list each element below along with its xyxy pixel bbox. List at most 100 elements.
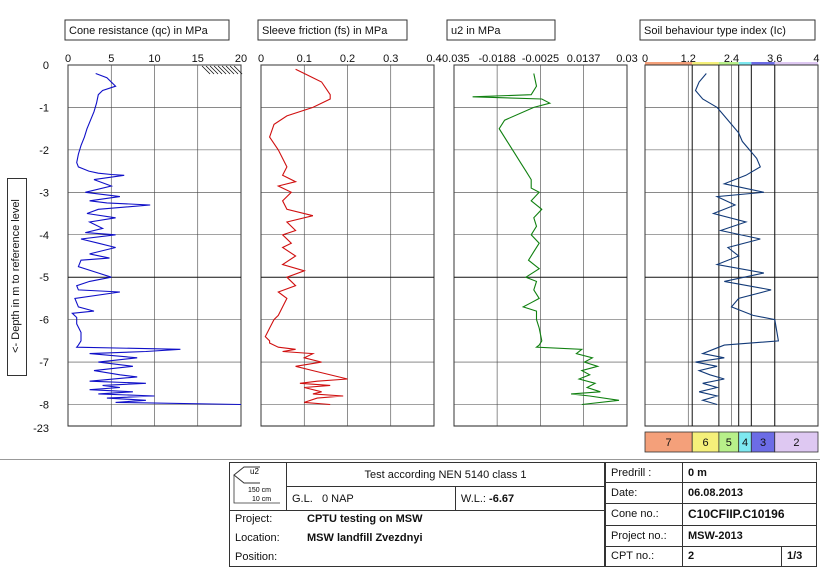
gl-cell: G.L. 0 NAP <box>286 486 456 511</box>
wl-cell: W.L.: -6.67 <box>454 486 606 511</box>
cone-legend-icon: u2 150 cm 10 cm <box>233 466 280 504</box>
soil-zone-label: 4 <box>742 437 748 449</box>
x-tick-label: -0.035 <box>438 53 469 65</box>
x-tick-label: 0.2 <box>340 53 355 65</box>
y-tick-label: -7 <box>39 357 49 369</box>
position-label: Position: <box>229 547 302 568</box>
hatch-stroke <box>233 65 243 75</box>
hatch-stroke <box>221 65 231 75</box>
x-tick-label: 1.2 <box>681 53 696 65</box>
x-tick-label: 0.0137 <box>567 53 601 65</box>
x-tick-label: -0.0188 <box>478 53 515 65</box>
project-value: CPTU testing on MSW <box>302 510 605 529</box>
hatch-stroke <box>217 65 227 75</box>
hatch-stroke <box>225 65 235 75</box>
y-tick-label: -3 <box>39 187 49 199</box>
test-standard: Test according NEN 5140 class 1 <box>286 462 605 487</box>
cpt-info-table: Predrill : 0 m Date: 06.08.2013 Cone no.… <box>605 461 817 568</box>
hatch-stroke <box>201 65 211 75</box>
y-tick-label: -1 <box>39 102 49 114</box>
data-series-line <box>264 68 348 406</box>
y-tick-label: -6 <box>39 315 49 327</box>
hatch-stroke <box>229 65 239 75</box>
zone-strip-top <box>751 62 775 65</box>
y-axis-label: <- Depth in m to reference level <box>10 199 22 353</box>
y-tick-label-bottom: -23 <box>33 423 49 435</box>
date-label: Date: <box>605 482 683 504</box>
x-tick-label: 0 <box>258 53 264 65</box>
legend-cell: u2 150 cm 10 cm <box>229 462 287 511</box>
project-table: Project: CPTU testing on MSW Location: M… <box>229 510 605 568</box>
x-tick-label: 10 <box>148 53 160 65</box>
x-tick-label: 0.03 <box>616 53 637 65</box>
panel-title: Soil behaviour type index (Ic) <box>644 25 786 37</box>
x-tick-label: 15 <box>192 53 204 65</box>
hatch-stroke <box>209 65 219 75</box>
y-tick-label: -2 <box>39 145 49 157</box>
location-value: MSW landfill Zvezdnyi <box>302 528 605 548</box>
predrill-value: 0 m <box>682 461 817 484</box>
predrill-label: Predrill : <box>605 461 683 484</box>
hatch-stroke <box>213 65 223 75</box>
panel-title: Cone resistance (qc) in MPa <box>69 25 209 37</box>
soil-zone-label: 3 <box>760 437 766 449</box>
zone-strip-top <box>774 62 818 65</box>
gl-label: G.L. <box>292 492 313 505</box>
soil-zone-legend-box <box>774 431 819 453</box>
projectno-value: MSW-2013 <box>682 525 817 547</box>
panel-title-box <box>446 19 556 41</box>
panel-title-box <box>639 19 816 41</box>
x-tick-label: 0.3 <box>383 53 398 65</box>
wl-value: -6.67 <box>489 492 515 505</box>
legend-10-text: 10 cm <box>252 496 271 503</box>
data-series-line <box>472 73 620 406</box>
zone-strip-top <box>718 62 739 65</box>
soil-zone-label: 2 <box>793 437 799 449</box>
test-info-table: u2 150 cm 10 cm Test according NEN 5140 … <box>229 462 606 511</box>
data-series-line <box>71 72 242 406</box>
zone-strip-top <box>692 62 719 65</box>
panel-title-box <box>64 19 230 41</box>
x-tick-label: -0.0025 <box>522 53 559 65</box>
project-label: Project: <box>229 510 302 529</box>
data-series-line <box>694 73 780 406</box>
cpt-value: 2 <box>682 545 782 568</box>
x-tick-label: 4. <box>813 53 820 65</box>
wl-label: W.L.: <box>460 492 486 505</box>
cpt-label: CPT no.: <box>605 545 683 568</box>
cone-label: Cone no.: <box>605 502 683 527</box>
panel-title: u2 in MPa <box>451 25 501 37</box>
x-tick-label: 0.1 <box>297 53 312 65</box>
location-label: Location: <box>229 528 302 548</box>
hatch-marker <box>201 65 243 75</box>
y-tick-label: -8 <box>39 400 49 412</box>
cone-value: C10CFIIP.C10196 <box>682 502 817 527</box>
y-tick-label: -4 <box>39 230 49 242</box>
soil-zone-label: 5 <box>726 437 732 449</box>
hatch-stroke <box>205 65 215 75</box>
y-tick-label: -5 <box>39 272 49 284</box>
x-tick-label: 2.4 <box>724 53 739 65</box>
zone-strip-top <box>738 62 752 65</box>
x-tick-label: 0 <box>642 53 648 65</box>
cpt-chart: 0 -1 -2 -3 -4 -5 -6 -7 -8 -23 Cone resistance (qc)… <box>0 19 820 460</box>
zone-strip-top <box>645 62 693 65</box>
x-tick-label: 0 <box>65 53 71 65</box>
x-tick-label: 3.6 <box>767 53 782 65</box>
soil-zone-label: 6 <box>702 437 708 449</box>
legend-150-text: 150 cm <box>248 487 271 494</box>
legend-u2-text: u2 <box>250 467 259 476</box>
page-number: 1/3 <box>781 545 817 568</box>
x-tick-label: 5 <box>108 53 114 65</box>
x-tick-label: 20 <box>235 53 247 65</box>
y-axis-label-box <box>7 178 27 376</box>
x-tick-label: 0.4 <box>426 53 441 65</box>
gl-value: 0 NAP <box>321 492 354 505</box>
date-value: 06.08.2013 <box>682 482 817 504</box>
soil-zone-label: 7 <box>666 437 672 449</box>
panel-title: Sleeve friction (fs) in MPa <box>262 25 388 37</box>
position-value <box>302 547 605 568</box>
y-tick-label: 0 <box>43 60 49 72</box>
panel-title-box <box>257 19 408 41</box>
projectno-label: Project no.: <box>605 525 683 547</box>
